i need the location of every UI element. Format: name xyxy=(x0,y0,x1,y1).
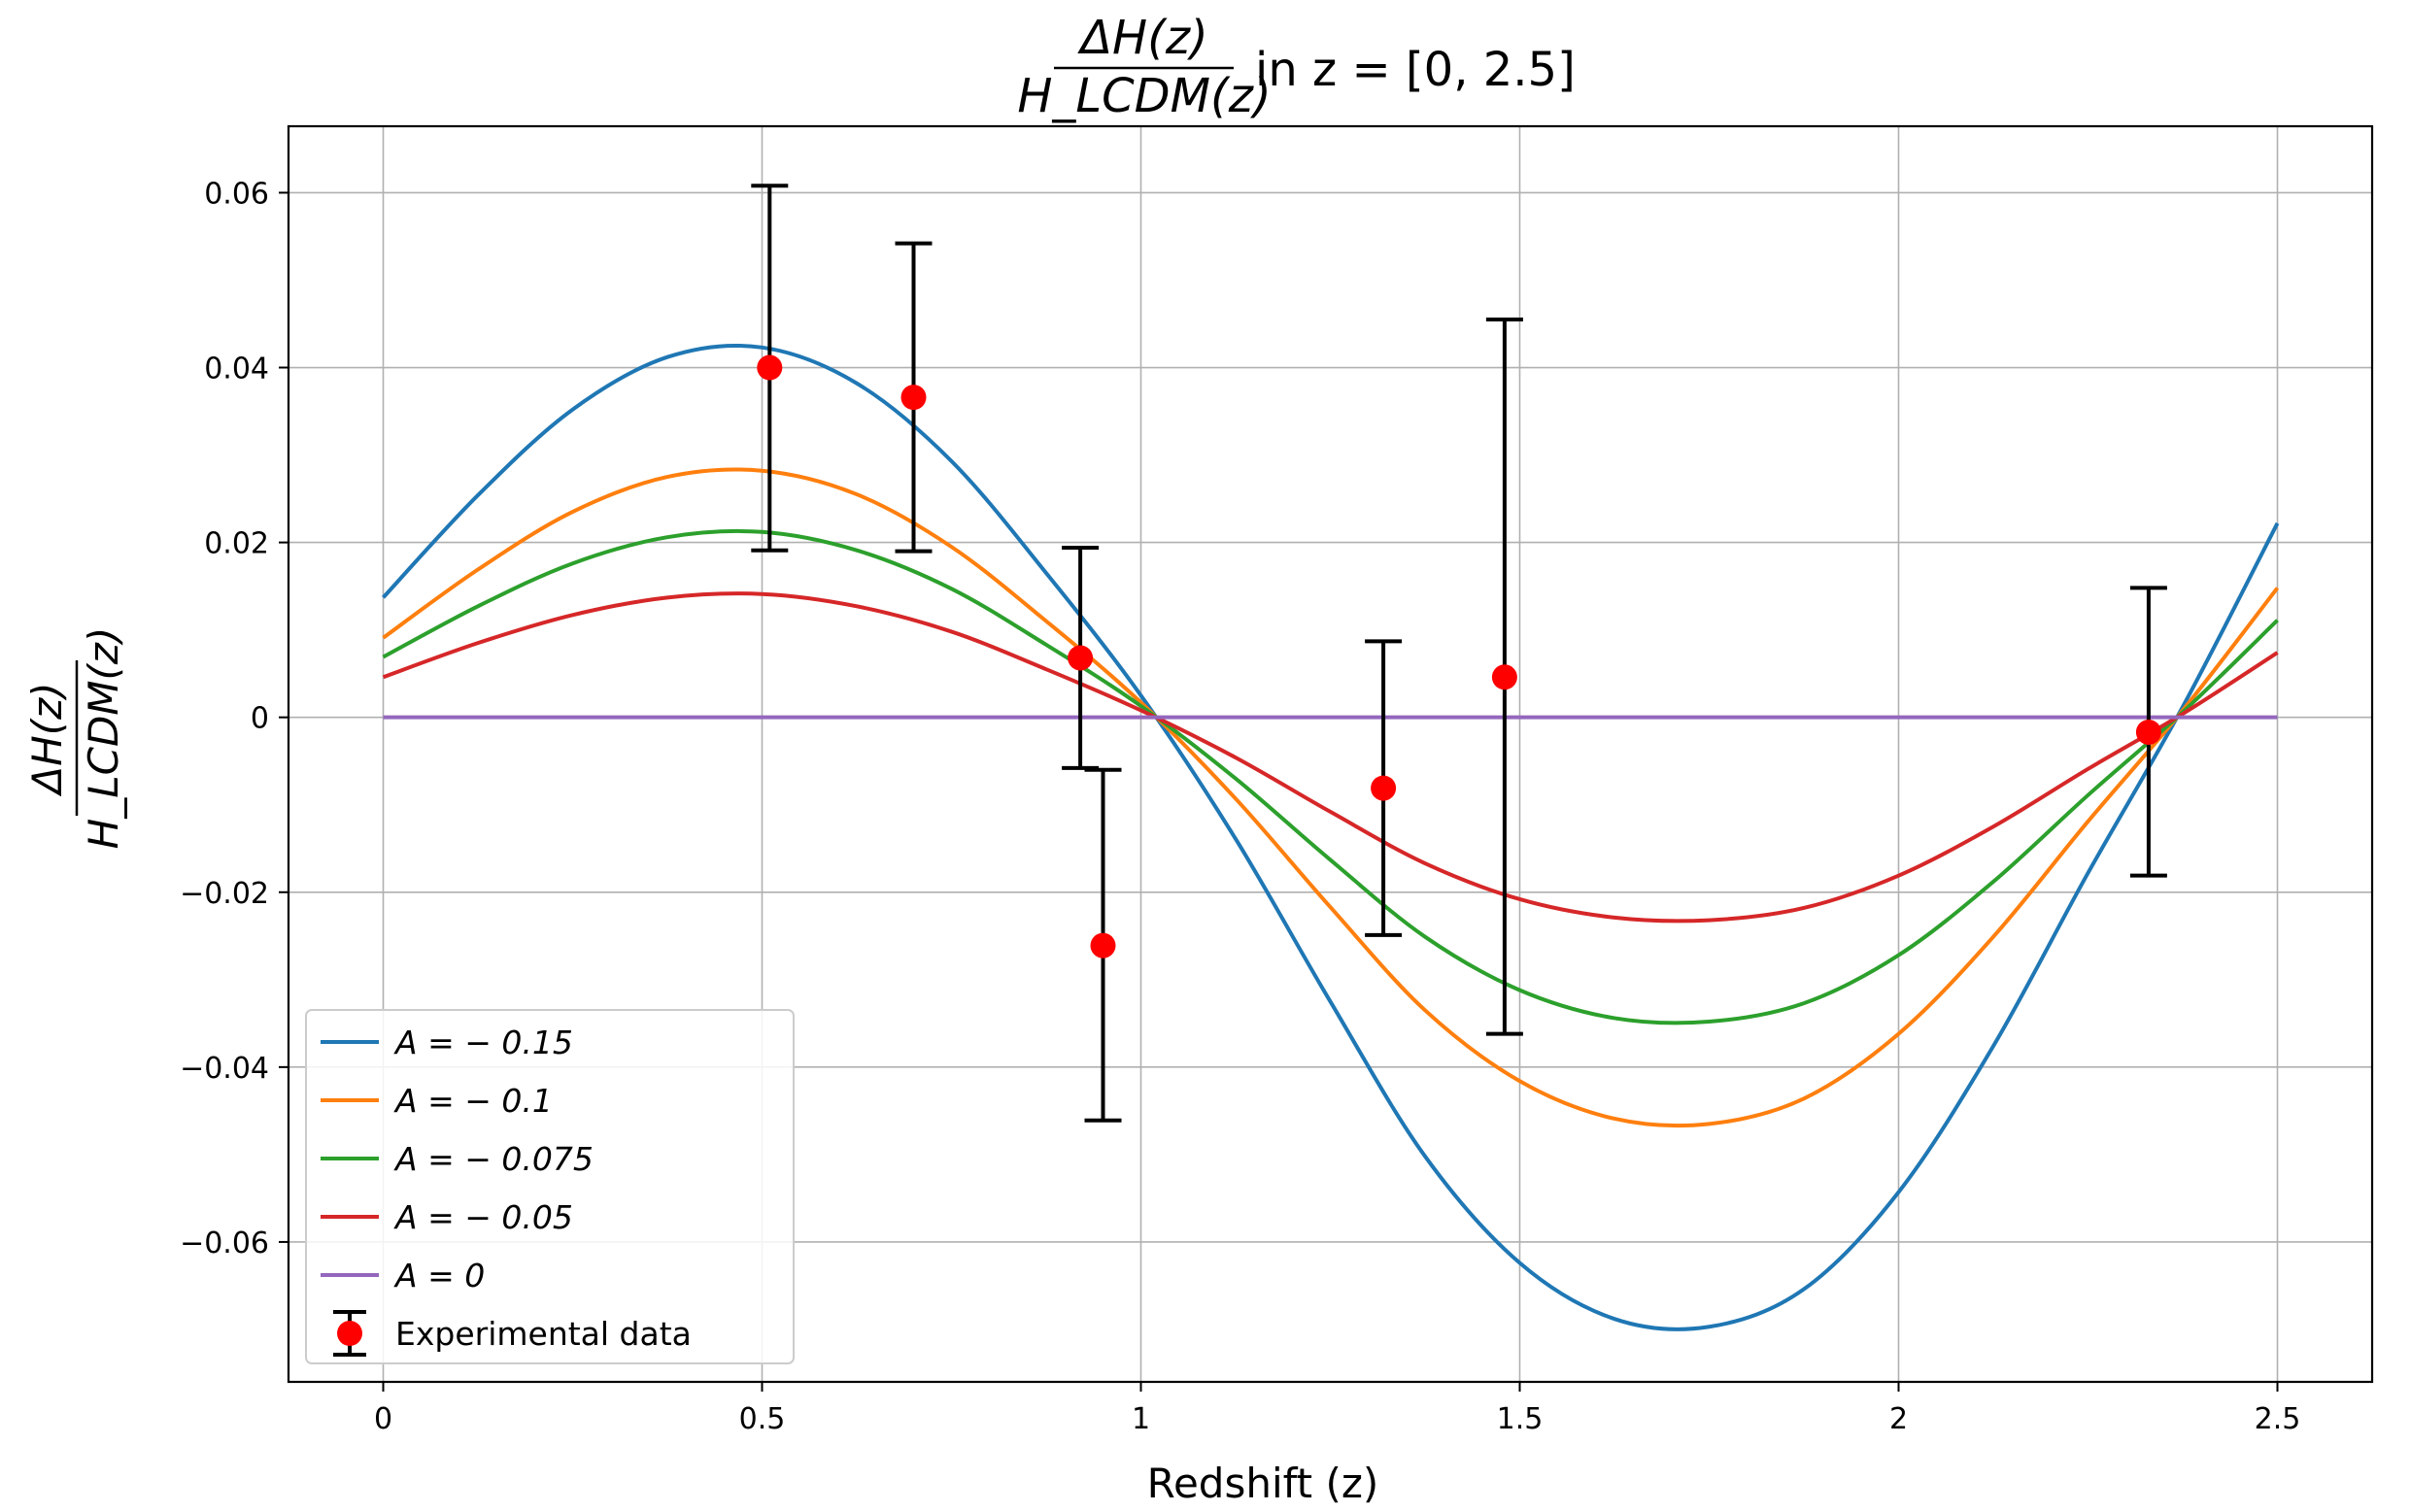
x-tick-label: 2 xyxy=(1889,1402,1908,1436)
y-axis-label: ΔH(z) H_LCDM(z) xyxy=(23,627,127,850)
y-tick-label: 0.04 xyxy=(204,353,269,386)
legend-swatch-point xyxy=(337,1321,362,1346)
ylabel-frac-denominator: H_LCDM(z) xyxy=(80,627,127,850)
series-line xyxy=(382,528,2279,1025)
title-range-text: in z = [0, 2.5] xyxy=(1255,43,1576,97)
plot-area: 0 0.5 1 1.5 2 2.5 −0.06 −0.04 −0.02 0 0.02 0.04 0.06 xyxy=(180,124,2374,1436)
y-tick-label: −0.06 xyxy=(180,1226,269,1260)
legend: A = − 0.15 A = − 0.1 A = − 0.075 A = − 0.05… xyxy=(305,1009,795,1364)
series-line xyxy=(382,591,2279,924)
y-tick-label: 0 xyxy=(251,702,269,736)
legend-box xyxy=(305,1009,795,1364)
y-tick-label: −0.02 xyxy=(180,877,269,911)
series-line xyxy=(382,467,2280,1128)
legend-entry-label: A = − 0.075 xyxy=(393,1140,594,1178)
series-line xyxy=(382,343,2280,1331)
title-frac-denominator: H_LCDM(z) xyxy=(1017,69,1271,123)
data-point xyxy=(2135,719,2161,745)
axes-frame xyxy=(287,124,2374,1384)
x-tick-label: 1 xyxy=(1132,1402,1150,1436)
y-tick-label: 0.06 xyxy=(204,177,269,211)
data-point xyxy=(1491,664,1517,690)
y-tick-label: −0.04 xyxy=(180,1052,269,1086)
legend-entry-label: Experimental data xyxy=(395,1315,692,1353)
title-frac-numerator: ΔH(z) xyxy=(1076,11,1208,65)
x-tick-label: 2.5 xyxy=(2255,1402,2301,1436)
ylabel-frac-numerator: ΔH(z) xyxy=(23,682,71,796)
data-point xyxy=(757,354,783,381)
legend-entry-label: A = − 0.05 xyxy=(393,1198,573,1236)
x-tick-label: 1.5 xyxy=(1497,1402,1544,1436)
data-point xyxy=(1090,932,1116,958)
y-tick-label: 0.02 xyxy=(204,527,269,561)
x-axis-label: Redshift (z) xyxy=(1147,1460,1379,1507)
data-point xyxy=(900,385,927,411)
data-point xyxy=(1371,775,1397,801)
chart-title: ΔH(z) H_LCDM(z) in z = [0, 2.5] xyxy=(1017,11,1575,123)
data-point xyxy=(1068,645,1094,671)
legend-entry-label: A = 0 xyxy=(393,1257,485,1294)
legend-entry-label: A = − 0.1 xyxy=(393,1082,553,1120)
legend-entry-label: A = − 0.15 xyxy=(393,1024,573,1061)
x-tick-label: 0 xyxy=(374,1402,392,1436)
x-tick-label: 0.5 xyxy=(739,1402,786,1436)
